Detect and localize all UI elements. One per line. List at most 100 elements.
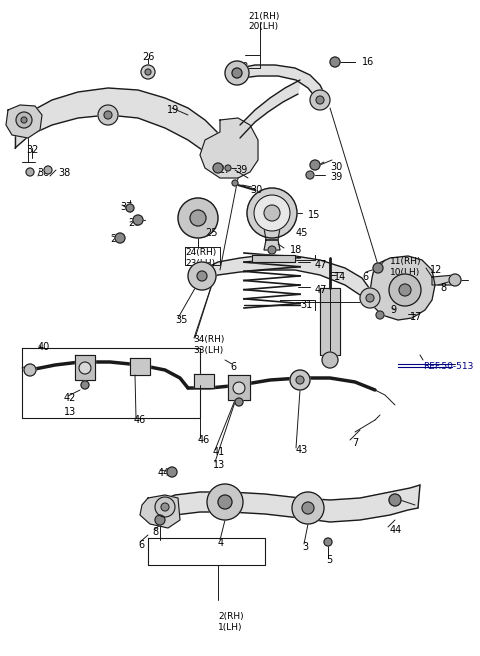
Circle shape [197, 271, 207, 281]
Circle shape [178, 198, 218, 238]
Circle shape [233, 382, 245, 394]
Text: 26: 26 [142, 52, 155, 62]
Circle shape [133, 215, 143, 225]
Text: 37: 37 [120, 202, 132, 212]
Text: 35: 35 [175, 315, 187, 325]
Text: 47: 47 [315, 285, 327, 295]
Circle shape [16, 112, 32, 128]
Text: 31: 31 [300, 300, 312, 310]
Text: 23(LH): 23(LH) [185, 259, 215, 268]
Text: 46: 46 [198, 435, 210, 445]
Circle shape [104, 111, 112, 119]
Circle shape [155, 497, 175, 517]
Text: 6: 6 [362, 272, 368, 282]
Circle shape [290, 370, 310, 390]
Text: 36: 36 [37, 168, 49, 178]
Text: 20(LH): 20(LH) [248, 22, 278, 31]
Circle shape [268, 246, 276, 254]
Circle shape [310, 90, 330, 110]
Text: REF.50-513: REF.50-513 [423, 362, 473, 371]
Text: 30: 30 [330, 162, 342, 172]
Polygon shape [264, 240, 280, 250]
Circle shape [141, 65, 155, 79]
Text: 27: 27 [218, 165, 230, 175]
Text: 40: 40 [38, 342, 50, 352]
Polygon shape [320, 288, 340, 355]
Text: 12: 12 [430, 265, 443, 275]
Polygon shape [6, 105, 42, 138]
Circle shape [190, 210, 206, 226]
Text: 9: 9 [390, 305, 396, 315]
Text: 43: 43 [296, 445, 308, 455]
Polygon shape [228, 375, 250, 400]
Circle shape [389, 494, 401, 506]
Text: 17: 17 [410, 312, 422, 322]
Circle shape [330, 57, 340, 67]
Circle shape [98, 105, 118, 125]
Text: 25: 25 [205, 228, 217, 238]
Circle shape [399, 284, 411, 296]
Polygon shape [432, 275, 460, 285]
Polygon shape [75, 355, 95, 380]
Text: 5: 5 [326, 555, 332, 565]
Text: 42: 42 [64, 393, 76, 403]
Circle shape [389, 274, 421, 306]
Text: 28: 28 [128, 218, 140, 228]
Text: 18: 18 [290, 245, 302, 255]
Text: 46: 46 [134, 415, 146, 425]
Text: 11(RH): 11(RH) [390, 257, 421, 266]
Text: 38: 38 [58, 168, 70, 178]
Polygon shape [202, 255, 372, 305]
Text: 14: 14 [334, 272, 346, 282]
Polygon shape [240, 80, 300, 138]
Text: 45: 45 [296, 228, 308, 238]
Text: 4: 4 [218, 538, 224, 548]
Circle shape [306, 171, 314, 179]
Text: 6: 6 [138, 540, 144, 550]
Circle shape [225, 165, 231, 171]
Circle shape [126, 204, 134, 212]
Text: 2(RH): 2(RH) [218, 612, 244, 621]
Text: 39: 39 [235, 165, 247, 175]
Text: 13: 13 [213, 460, 225, 470]
Text: 21(RH): 21(RH) [248, 12, 279, 21]
Circle shape [21, 117, 27, 123]
Text: 1(LH): 1(LH) [218, 623, 242, 632]
Text: 22: 22 [236, 62, 249, 72]
Circle shape [232, 180, 238, 186]
Text: 44: 44 [390, 525, 402, 535]
Circle shape [264, 205, 280, 221]
Circle shape [316, 96, 324, 104]
Polygon shape [252, 255, 295, 262]
Circle shape [376, 311, 384, 319]
Circle shape [296, 376, 304, 384]
Circle shape [247, 188, 297, 238]
Text: 29: 29 [110, 234, 122, 244]
Text: 7: 7 [352, 438, 358, 448]
Circle shape [302, 502, 314, 514]
Circle shape [188, 262, 216, 290]
Polygon shape [240, 65, 325, 108]
Circle shape [235, 398, 243, 406]
Circle shape [145, 69, 151, 75]
Circle shape [81, 381, 89, 389]
Polygon shape [140, 495, 180, 528]
Text: 13: 13 [64, 407, 76, 417]
Polygon shape [15, 88, 220, 160]
Text: 10(LH): 10(LH) [390, 268, 420, 277]
Polygon shape [130, 358, 150, 375]
Text: 16: 16 [362, 57, 374, 67]
Circle shape [155, 515, 165, 525]
Circle shape [44, 166, 52, 174]
Text: 8: 8 [440, 283, 446, 293]
Text: 34(RH): 34(RH) [193, 335, 224, 344]
Circle shape [115, 233, 125, 243]
Text: 41: 41 [213, 447, 225, 457]
Circle shape [373, 263, 383, 273]
Text: 33(LH): 33(LH) [193, 346, 223, 355]
Circle shape [254, 195, 290, 231]
Text: 8: 8 [152, 527, 158, 537]
Circle shape [26, 168, 34, 176]
Text: 32: 32 [26, 145, 38, 155]
Circle shape [366, 294, 374, 302]
